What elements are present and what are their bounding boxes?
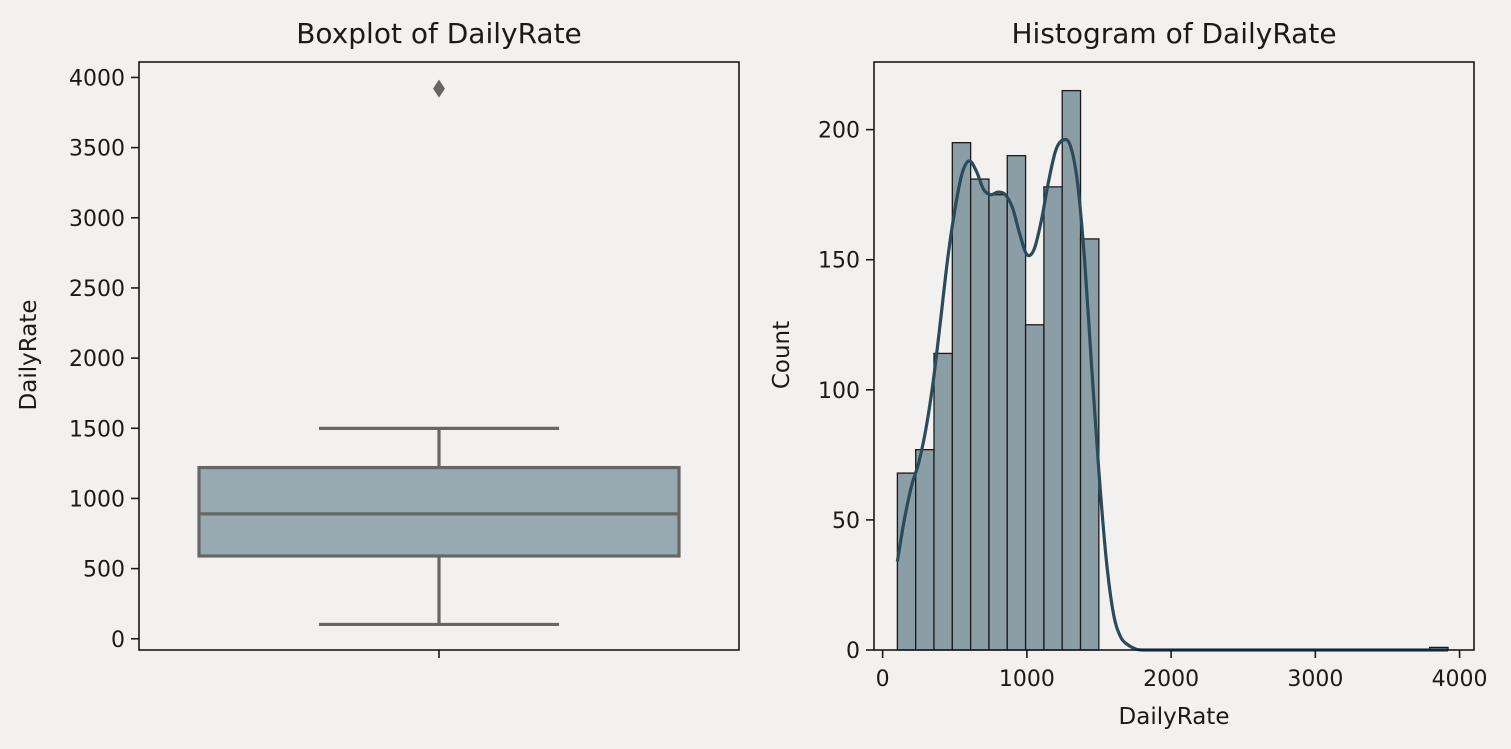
boxplot-y-tick-label: 4000 <box>69 66 125 91</box>
boxplot-ylabel: DailyRate <box>16 300 42 411</box>
histogram-ylabel: Count <box>769 321 795 389</box>
histogram-bar <box>1006 155 1027 651</box>
histogram-bar <box>969 178 990 651</box>
histogram-kde-line <box>895 137 1449 652</box>
boxplot-y-tick-label: 1000 <box>69 487 125 512</box>
boxplot-title: Boxplot of DailyRate <box>296 17 582 50</box>
box-outliers <box>433 79 445 98</box>
histogram-x-tick-label: 4000 <box>1432 667 1488 692</box>
boxplot-y-ticks: 0 500 1000 1500 2000 2500 3000 3500 4000 <box>69 66 139 653</box>
histogram-bar <box>933 352 953 651</box>
histogram-x-ticks: 0 1000 2000 3000 4000 <box>876 650 1488 692</box>
boxplot-y-tick-label: 1500 <box>69 417 125 442</box>
histogram-y-tick-label: 200 <box>818 119 860 144</box>
histogram-xlabel: DailyRate <box>1119 704 1230 730</box>
boxplot-y-tick-label: 0 <box>111 628 125 653</box>
boxplot-y-tick-label: 2000 <box>69 347 125 372</box>
boxplot-y-tick-label: 3500 <box>69 137 125 162</box>
box-outlier-point <box>433 79 445 98</box>
boxplot-y-tick-label: 3000 <box>69 207 125 232</box>
histogram-bar <box>1043 186 1063 651</box>
histogram-panel: Histogram of DailyRate DailyRate Count 0… <box>769 17 1488 730</box>
histogram-bars <box>896 89 1449 651</box>
histogram-x-tick-label: 2000 <box>1143 667 1199 692</box>
histogram-y-tick-label: 50 <box>832 509 860 534</box>
boxplot-panel: Boxplot of DailyRate DailyRate 0 500 1000 1… <box>16 17 740 658</box>
histogram-bar <box>896 472 917 651</box>
histogram-x-tick-label: 1000 <box>999 667 1055 692</box>
histogram-x-tick-label: 0 <box>876 667 890 692</box>
histogram-y-tick-label: 150 <box>818 249 860 274</box>
histogram-bar <box>1024 324 1045 651</box>
histogram-y-tick-label: 100 <box>818 379 860 404</box>
histogram-bar <box>951 142 972 651</box>
histogram-y-tick-label: 0 <box>846 639 860 664</box>
box-iqr <box>197 465 681 558</box>
boxplot-axes-frame <box>138 61 740 651</box>
boxplot-y-tick-label: 2500 <box>69 277 125 302</box>
histogram-bar <box>988 194 1008 651</box>
boxplot-marks <box>197 79 681 627</box>
boxplot-y-tick-label: 500 <box>83 558 125 583</box>
histogram-bar <box>915 449 935 651</box>
histogram-title: Histogram of DailyRate <box>1011 17 1336 50</box>
histogram-x-tick-label: 3000 <box>1287 667 1343 692</box>
histogram-y-ticks: 0 50 100 150 200 <box>818 119 874 664</box>
histogram-axes-frame <box>873 61 1475 651</box>
